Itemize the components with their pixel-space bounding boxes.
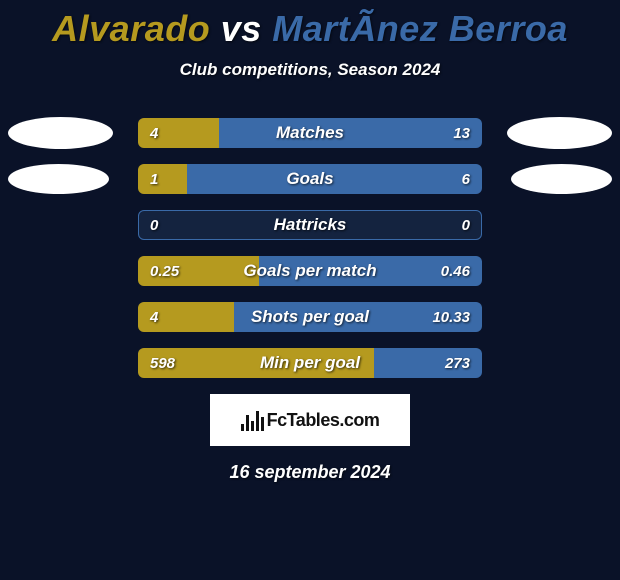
bar-right — [259, 256, 482, 286]
page-title: Alvarado vs MartÃnez Berroa — [0, 0, 620, 50]
player1-avatar — [8, 164, 109, 194]
bar-left — [138, 348, 374, 378]
title-player1: Alvarado — [52, 8, 210, 49]
player2-avatar — [507, 117, 612, 149]
title-player2: MartÃnez Berroa — [272, 8, 568, 49]
date-label: 16 september 2024 — [0, 462, 620, 483]
bar-track — [138, 210, 482, 240]
stat-row: Matches413 — [0, 118, 620, 148]
bar-left — [138, 118, 219, 148]
fctables-logo: FcTables.com — [210, 394, 410, 446]
player1-avatar — [8, 117, 113, 149]
bar-right — [219, 118, 482, 148]
stat-row: Min per goal598273 — [0, 348, 620, 378]
bar-track — [138, 118, 482, 148]
subtitle: Club competitions, Season 2024 — [0, 60, 620, 80]
bar-left — [138, 256, 259, 286]
logo-text: FcTables.com — [267, 410, 380, 431]
bar-track — [138, 348, 482, 378]
logo-bars-icon — [241, 409, 264, 431]
bar-track — [138, 256, 482, 286]
title-vs: vs — [210, 8, 272, 49]
bar-track — [138, 164, 482, 194]
bar-track — [138, 302, 482, 332]
bar-right — [374, 348, 482, 378]
bar-right — [187, 164, 482, 194]
stat-row: Shots per goal410.33 — [0, 302, 620, 332]
stat-row: Hattricks00 — [0, 210, 620, 240]
player2-avatar — [511, 164, 612, 194]
stats-chart: Matches413 Goals16 Hattricks00 Goals per ma… — [0, 118, 620, 378]
bar-left — [138, 302, 234, 332]
stat-row: Goals16 — [0, 164, 620, 194]
bar-right — [234, 302, 482, 332]
bar-left — [138, 164, 187, 194]
stat-row: Goals per match0.250.46 — [0, 256, 620, 286]
